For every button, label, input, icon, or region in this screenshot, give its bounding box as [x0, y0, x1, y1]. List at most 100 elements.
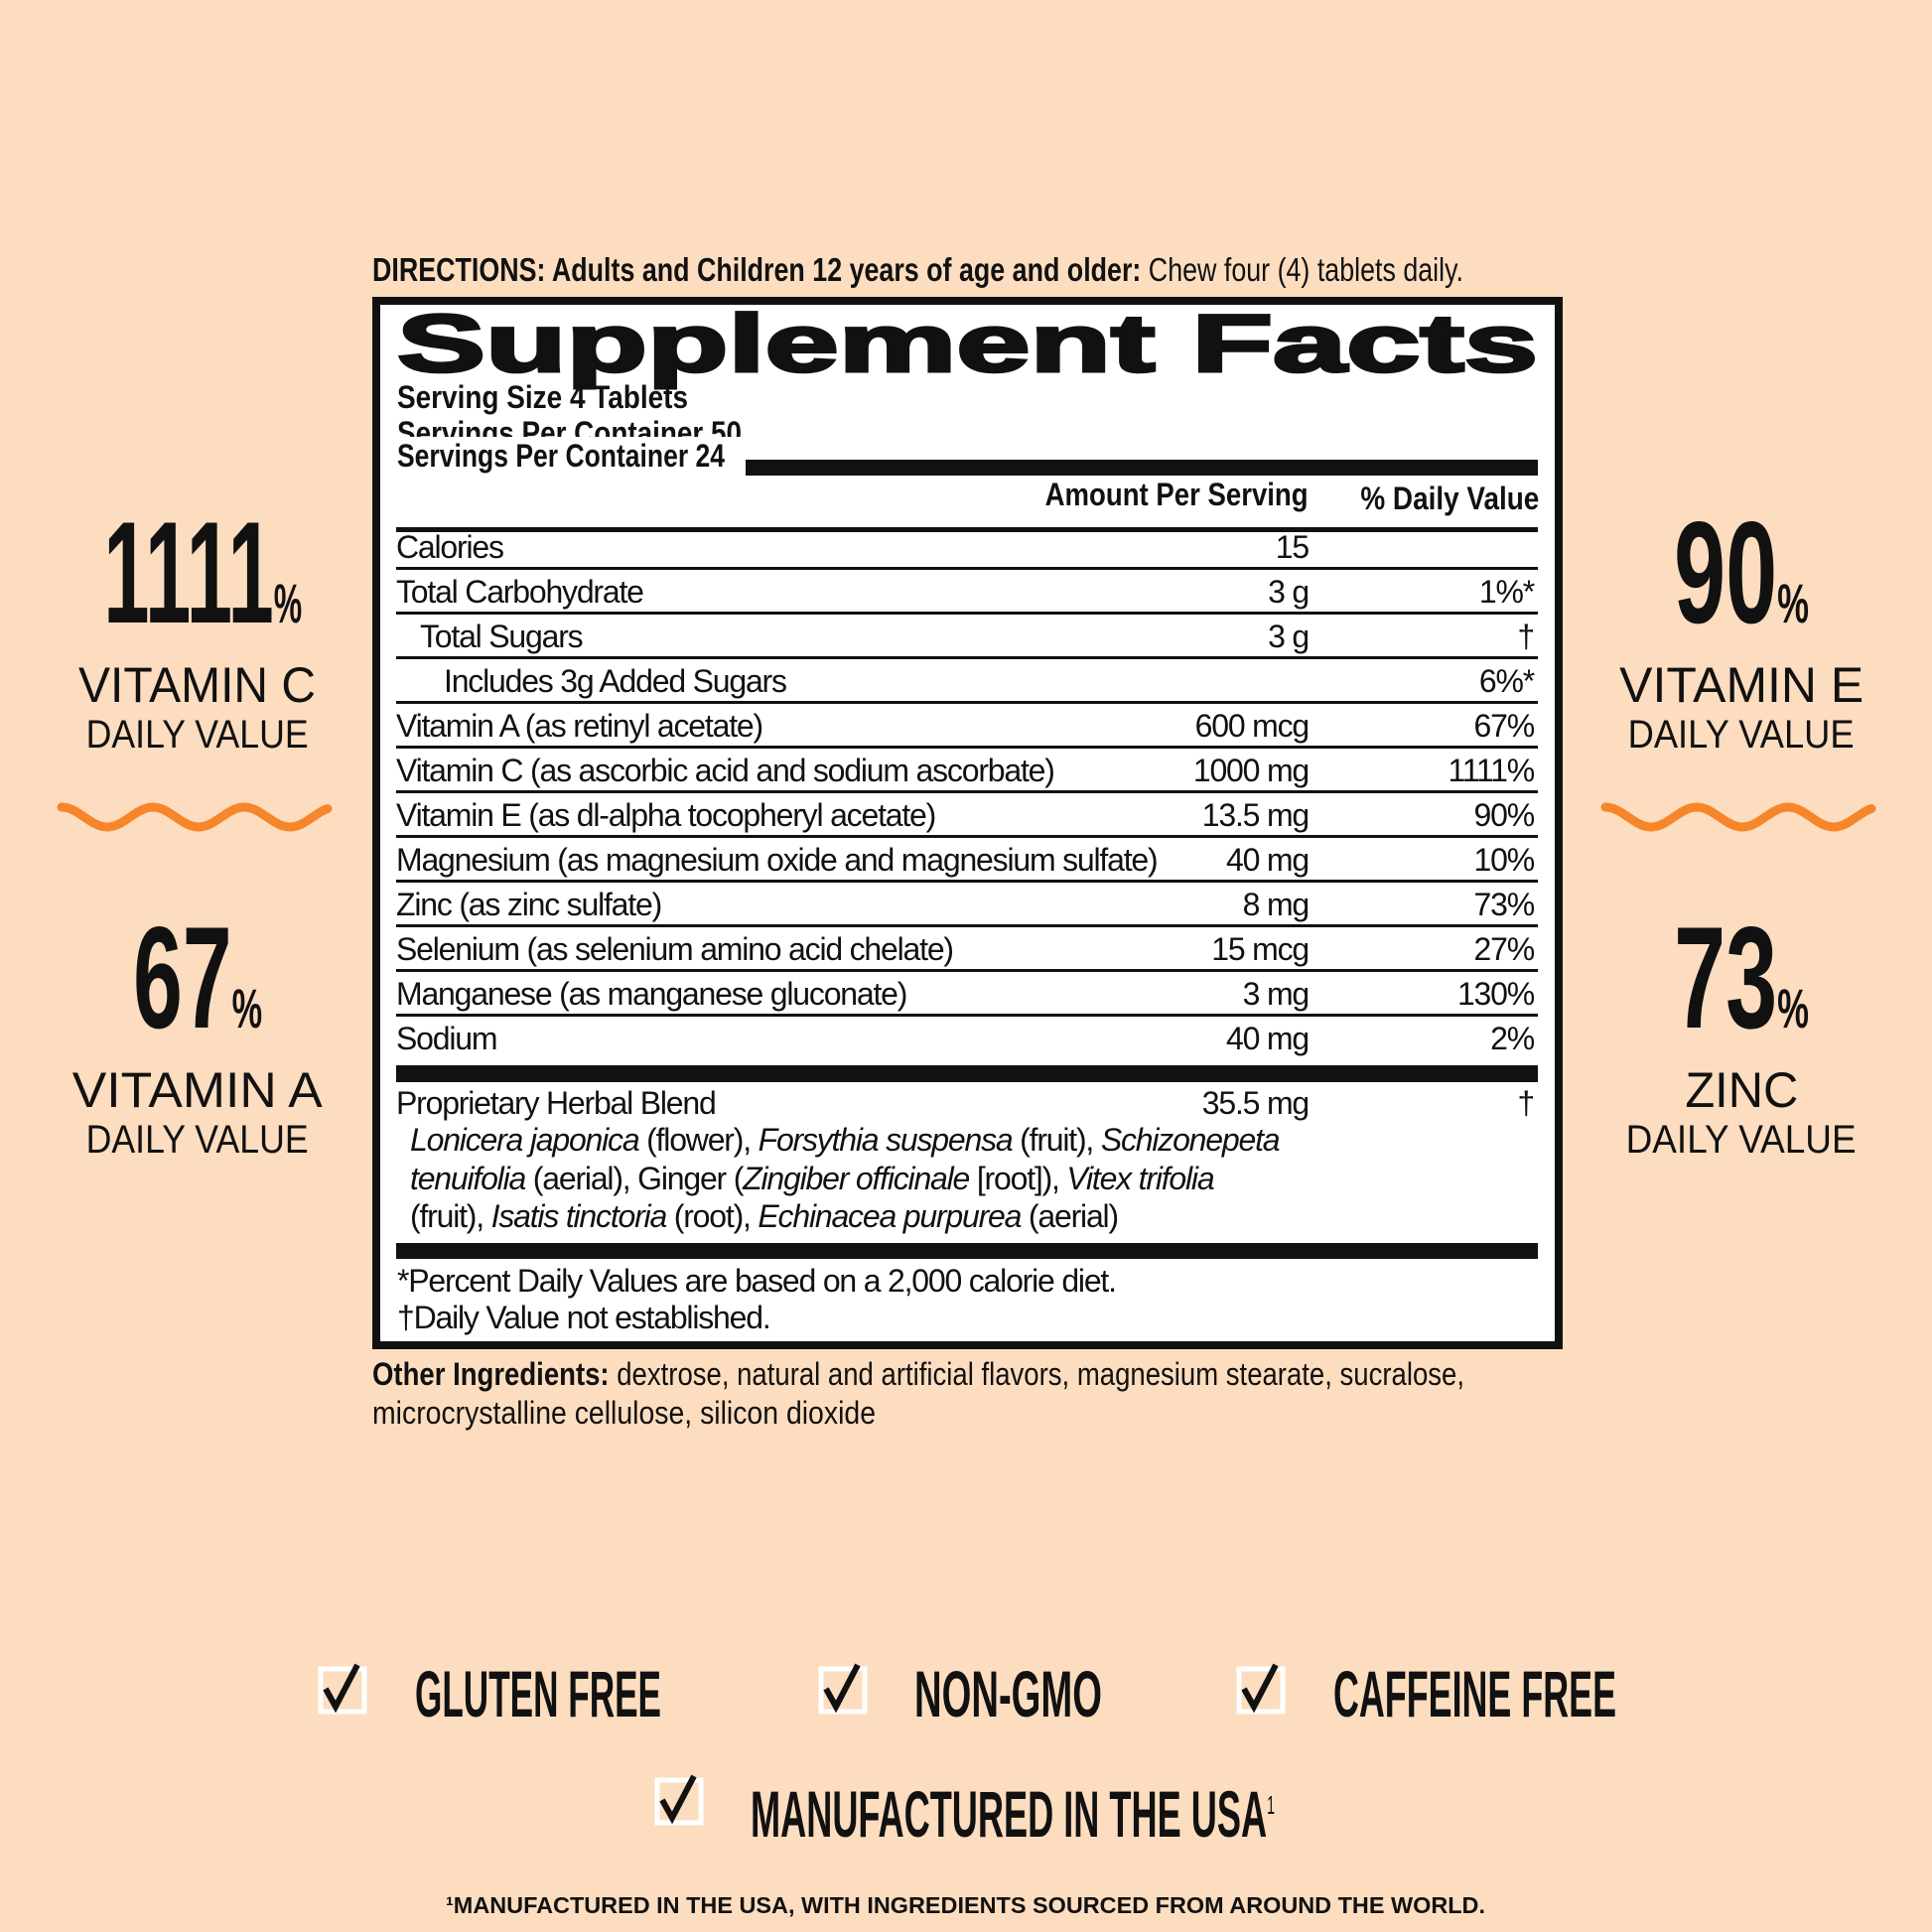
- blend-ingredients-line: Lonicera japonica (flower), Forsythia su…: [410, 1122, 1281, 1159]
- nutrient-name: Vitamin E (as dl-alpha tocopheryl acetat…: [396, 797, 936, 833]
- nutrient-dv: 73%: [1473, 887, 1536, 922]
- footnote-dagger: †Daily Value not established.: [397, 1300, 771, 1335]
- nutrient-dv: 67%: [1473, 708, 1536, 744]
- nutrient-name: Vitamin C (as ascorbic acid and sodium a…: [396, 753, 1055, 788]
- serving-size: Serving Size 4 Tablets: [397, 379, 688, 415]
- header-divider: [396, 527, 1538, 532]
- blend-ingredient-text: (fruit),: [410, 1198, 491, 1234]
- blend-ingredient-text: (aerial): [1021, 1198, 1119, 1234]
- blend-ingredient-text: (root),: [666, 1198, 759, 1234]
- blend-ingredient-text: Schizonepeta: [1100, 1122, 1281, 1158]
- nutrient-dv: †: [1517, 619, 1535, 654]
- nutrient-name: Vitamin A (as retinyl acetate): [396, 708, 763, 744]
- nutrient-amount: 8 mg: [1242, 887, 1311, 922]
- nutrient-name: Includes 3g Added Sugars: [444, 663, 787, 699]
- nutrient-row: Magnesium (as magnesium oxide and magnes…: [396, 838, 1538, 883]
- nutrient-row: Total Sugars 3 g †: [396, 615, 1538, 659]
- nutrient-amount: 40 mg: [1226, 842, 1310, 878]
- directions-text: Chew four (4) tablets daily.: [1141, 251, 1463, 288]
- nutrient-row: Selenium (as selenium amino acid chelate…: [396, 927, 1538, 972]
- thick-divider: [746, 460, 1538, 476]
- servings-per-container: Servings Per Container 24: [397, 437, 809, 475]
- nutrient-amount: 13.5 mg: [1201, 797, 1310, 833]
- nutrient-row: Sodium 40 mg 2%: [396, 1017, 1538, 1061]
- nutrient-amount: 15 mcg: [1211, 931, 1310, 967]
- nutrient-name: Selenium (as selenium amino acid chelate…: [396, 931, 954, 967]
- nutrient-amount: 3 mg: [1242, 976, 1311, 1012]
- blend-row: Proprietary Herbal Blend 35.5 mg †: [396, 1081, 1538, 1126]
- nutrient-row: Vitamin E (as dl-alpha tocopheryl acetat…: [396, 793, 1538, 838]
- other-ingredients: Other Ingredients: dextrose, natural and…: [372, 1356, 1642, 1393]
- nutrient-amount: 600 mcg: [1194, 708, 1311, 744]
- directions: DIRECTIONS: Adults and Children 12 years…: [372, 251, 1715, 289]
- stat-vitamin-a: 67% VITAMIN A DAILY VALUE: [72, 897, 324, 1163]
- nutrient-name: Manganese (as manganese gluconate): [396, 976, 907, 1012]
- other-ingredients-label: Other Ingredients:: [372, 1356, 610, 1392]
- nutrient-dv: 10%: [1473, 842, 1536, 878]
- blend-ingredient-text: [root]),: [969, 1160, 1067, 1196]
- nutrient-row: Manganese (as manganese gluconate) 3 mg 13…: [396, 972, 1538, 1017]
- blend-name: Proprietary Herbal Blend: [396, 1085, 717, 1121]
- nutrient-row: Vitamin C (as ascorbic acid and sodium a…: [396, 749, 1538, 793]
- nutrient-dv: 2%: [1490, 1021, 1535, 1056]
- stat-vitamin-e: 90% VITAMIN E DAILY VALUE: [1618, 491, 1863, 758]
- blend-ingredient-text: Echinacea purpurea: [758, 1198, 1022, 1234]
- stat-vitamin-c: 1111% VITAMIN C DAILY VALUE: [78, 491, 317, 758]
- nutrient-dv: 1%*: [1478, 574, 1535, 610]
- nutrient-row: Zinc (as zinc sulfate) 8 mg 73%: [396, 883, 1538, 927]
- nutrient-dv: 130%: [1456, 976, 1535, 1012]
- blend-ingredient-text: tenuifolia: [410, 1160, 526, 1196]
- nutrient-row: Calories 15: [396, 525, 1538, 570]
- directions-label: DIRECTIONS: Adults and Children 12 years…: [372, 251, 1142, 288]
- blend-ingredient-text: Lonicera japonica: [410, 1122, 640, 1158]
- blend-ingredient-text: Forsythia suspensa: [758, 1122, 1014, 1158]
- checkbox-check-icon: [818, 1663, 868, 1715]
- nutrient-amount: 15: [1275, 529, 1310, 565]
- nutrient-amount: 3 g: [1268, 619, 1310, 654]
- other-ingredients-text: dextrose, natural and artificial flavors…: [609, 1356, 1464, 1392]
- nutrient-amount: 1000 mg: [1192, 753, 1310, 788]
- checkbox-check-icon: [1236, 1663, 1286, 1715]
- nutrient-row: Vitamin A (as retinyl acetate) 600 mcg 67%: [396, 704, 1538, 749]
- nutrient-dv: 1111%: [1448, 753, 1535, 788]
- blend-dv: †: [1517, 1085, 1535, 1121]
- nutrient-amount: 40 mg: [1226, 1021, 1310, 1056]
- blend-ingredients-line: tenuifolia (aerial), Ginger (Zingiber of…: [410, 1160, 1215, 1197]
- nutrient-dv: 90%: [1473, 797, 1536, 833]
- nutrient-row: Includes 3g Added Sugars 6%*: [396, 659, 1538, 704]
- blend-ingredient-text: Vitex trifolia: [1066, 1160, 1214, 1196]
- nutrient-name: Total Carbohydrate: [396, 574, 644, 610]
- blend-amount: 35.5 mg: [1201, 1085, 1310, 1121]
- nutrient-name: Total Sugars: [420, 619, 584, 654]
- blend-ingredients-line: (fruit), Isatis tinctoria (root), Echina…: [410, 1198, 1119, 1235]
- nutrient-name: Calories: [396, 529, 504, 565]
- panel-title: Supplement Facts: [395, 298, 1541, 391]
- nutrient-name: Zinc (as zinc sulfate): [396, 887, 662, 922]
- col-header-amount: Amount Per Serving: [1045, 477, 1309, 512]
- wave-divider-right: [1600, 802, 1876, 832]
- checkbox-check-icon: [654, 1774, 704, 1826]
- blend-ingredient-text: (aerial), Ginger (: [525, 1160, 745, 1196]
- stat-zinc: 73% ZINC DAILY VALUE: [1625, 897, 1857, 1163]
- thick-divider: [396, 1065, 1538, 1082]
- nutrient-dv: 6%*: [1478, 663, 1535, 699]
- wave-divider-left: [57, 802, 333, 832]
- footnote-dv: *Percent Daily Values are based on a 2,0…: [397, 1263, 1117, 1299]
- feature-gluten-free: GLUTEN FREE: [415, 1657, 661, 1730]
- thick-divider: [396, 1243, 1538, 1259]
- nutrient-name: Sodium: [396, 1021, 498, 1056]
- nutrient-dv: 27%: [1473, 931, 1536, 967]
- col-header-dv: % Daily Value: [1360, 481, 1539, 516]
- nutrient-name: Magnesium (as magnesium oxide and magnes…: [396, 842, 1159, 878]
- blend-ingredient-text: (fruit),: [1012, 1122, 1101, 1158]
- blend-ingredient-text: (flower),: [638, 1122, 759, 1158]
- checkbox-check-icon: [318, 1663, 367, 1715]
- blend-ingredient-text: Isatis tinctoria: [490, 1198, 668, 1234]
- feature-non-gmo: NON-GMO: [914, 1657, 1102, 1730]
- blend-ingredient-text: Zingiber officinale: [743, 1160, 970, 1196]
- feature-made-in-usa: MANUFACTURED IN THE USA1: [751, 1777, 1275, 1851]
- other-ingredients-line2: microcrystalline cellulose, silicon diox…: [372, 1395, 876, 1431]
- feature-caffeine-free: CAFFEINE FREE: [1333, 1657, 1616, 1730]
- footnote-usa: ¹MANUFACTURED IN THE USA, WITH INGREDIEN…: [446, 1892, 1485, 1918]
